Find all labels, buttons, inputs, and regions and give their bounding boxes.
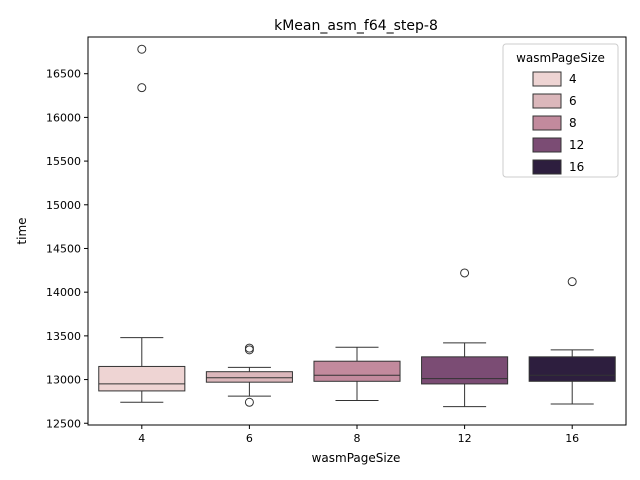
y-tick-label: 16500 bbox=[46, 68, 81, 81]
y-tick-label: 14000 bbox=[46, 286, 81, 299]
outlier-point bbox=[244, 397, 254, 407]
x-axis-label: wasmPageSize bbox=[312, 451, 401, 465]
x-tick-label: 12 bbox=[458, 432, 472, 445]
legend-swatch bbox=[532, 115, 562, 131]
y-axis-label: time bbox=[15, 217, 29, 244]
outlier-point bbox=[460, 268, 470, 278]
outlier-point bbox=[567, 277, 577, 287]
legend-label: 12 bbox=[569, 138, 584, 152]
x-tick-label: 6 bbox=[246, 432, 253, 445]
legend-title: wasmPageSize bbox=[516, 51, 605, 65]
legend-label: 8 bbox=[569, 116, 577, 130]
box-12 bbox=[421, 356, 509, 385]
x-tick-label: 8 bbox=[354, 432, 361, 445]
legend-swatch bbox=[532, 137, 562, 153]
box-4 bbox=[98, 365, 186, 392]
x-tick-label: 4 bbox=[138, 432, 145, 445]
legend-label: 4 bbox=[569, 72, 577, 86]
outlier-point bbox=[244, 343, 254, 353]
legend-label: 16 bbox=[569, 160, 584, 174]
box-6 bbox=[205, 371, 293, 383]
y-tick-label: 15500 bbox=[46, 155, 81, 168]
y-tick-label: 13000 bbox=[46, 374, 81, 387]
legend-label: 6 bbox=[569, 94, 577, 108]
axes-frame bbox=[87, 36, 627, 426]
box-8 bbox=[313, 360, 401, 382]
outlier-point bbox=[244, 345, 254, 355]
legend-frame bbox=[502, 43, 619, 178]
legend-swatch bbox=[532, 71, 562, 87]
legend-swatch bbox=[532, 93, 562, 109]
chart-title: kMean_asm_f64_step-8 bbox=[274, 18, 438, 34]
legend: wasmPageSize 4 6 8 12 16 bbox=[502, 43, 619, 178]
box-16 bbox=[528, 356, 616, 382]
outlier-point bbox=[137, 44, 147, 54]
legend-swatch bbox=[532, 159, 562, 175]
y-tick-label: 14500 bbox=[46, 242, 81, 255]
x-tick-label: 16 bbox=[565, 432, 579, 445]
y-tick-label: 13500 bbox=[46, 330, 81, 343]
outlier-point bbox=[137, 83, 147, 93]
y-tick-label: 15000 bbox=[46, 199, 81, 212]
y-tick-label: 16000 bbox=[46, 111, 81, 124]
plot-area: 12500 13000 13500 14000 14500 15000 15500 16000… bbox=[46, 44, 616, 445]
y-tick-label: 12500 bbox=[46, 417, 81, 430]
